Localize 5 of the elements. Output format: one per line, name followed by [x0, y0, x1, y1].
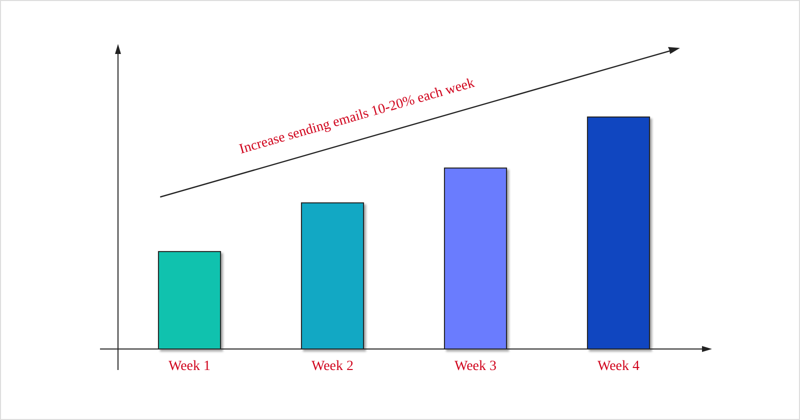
x-tick-label: Week 4	[597, 359, 640, 374]
x-tick-label: Week 3	[454, 359, 497, 374]
annotation: Increase sending emails 10-20% each week	[238, 76, 476, 158]
x-tick-label: Week 1	[168, 359, 211, 374]
x-tick-label: Week 2	[311, 359, 354, 374]
